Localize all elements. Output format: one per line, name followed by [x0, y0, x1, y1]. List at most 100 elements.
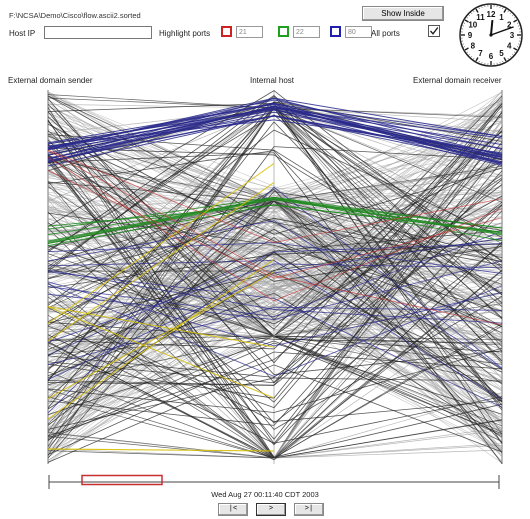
all-ports-label: All ports: [371, 29, 400, 38]
flow-line: [47, 102, 275, 112]
port-color-swatch-green[interactable]: [278, 26, 289, 37]
flow-line: [273, 228, 503, 370]
port-color-swatch-red[interactable]: [221, 26, 232, 37]
clock-number: 12: [487, 10, 496, 19]
flow-line: [273, 221, 503, 266]
flow-line: [273, 150, 503, 402]
file-path: F:\NCSA\Demo\Cisco\flow.ascii2.sorted: [9, 11, 141, 20]
flow-line: [47, 340, 275, 416]
flow-line: [273, 208, 503, 302]
axis-label-internal: Internal host: [250, 76, 295, 85]
flow-line: [273, 350, 503, 375]
flow-line: [273, 285, 503, 377]
flow-line: [47, 222, 275, 403]
flow-line: [47, 150, 275, 185]
flow-line: [273, 306, 503, 311]
host-ip-input[interactable]: [44, 26, 152, 39]
flow-line: [273, 141, 503, 408]
step-back-button[interactable]: |<: [218, 503, 248, 516]
flow-line: [273, 419, 503, 459]
port-input-1[interactable]: [236, 26, 263, 38]
clock-tick: [464, 47, 469, 51]
flow-line: [47, 149, 275, 243]
flow-line: [47, 270, 275, 312]
flow-line: [273, 274, 503, 336]
flow-line: [47, 258, 275, 420]
all-ports-checkbox[interactable]: [428, 25, 440, 37]
flow-line: [273, 240, 503, 328]
flow-line: [47, 93, 275, 187]
flow-line: [47, 209, 275, 238]
flow-line: [47, 186, 275, 414]
flow-line: [273, 320, 503, 396]
step-forward-button[interactable]: >|: [294, 503, 324, 516]
flow-line: [273, 244, 503, 424]
flow-line: [47, 111, 275, 319]
flow-line: [273, 192, 503, 202]
flow-line: [47, 107, 275, 268]
flow-line: [47, 310, 275, 337]
flow-line: [47, 283, 275, 377]
flow-line: [273, 449, 503, 459]
flow-line: [273, 186, 503, 369]
clock-number: 6: [489, 52, 494, 61]
flow-line: [273, 107, 503, 123]
clock-number: 2: [507, 21, 512, 30]
flow-line: [47, 286, 275, 318]
flow-line: [273, 99, 503, 202]
flow-line: [273, 146, 503, 160]
clock-tick: [466, 17, 469, 19]
flow-line: [47, 115, 275, 162]
flow-line: [47, 150, 275, 277]
flow-line: [273, 106, 503, 198]
flow-line: [273, 338, 503, 344]
clock-hour-hand: [490, 19, 494, 36]
flow-visualization[interactable]: [0, 86, 530, 466]
flow-line: [47, 115, 275, 167]
flow-line: [47, 200, 275, 279]
flow-line: [273, 298, 503, 408]
flow-line: [273, 126, 503, 459]
flow-line: [273, 252, 503, 399]
clock-tick: [466, 51, 469, 53]
flow-line: [47, 361, 275, 384]
flow-line: [47, 102, 275, 148]
clock-number: 1: [499, 13, 504, 22]
flow-line: [273, 177, 503, 325]
flow-line: [273, 105, 503, 164]
play-button[interactable]: >: [256, 503, 286, 516]
flow-line: [47, 252, 275, 369]
flow-line: [47, 90, 275, 227]
clock-tick: [463, 22, 466, 24]
flow-line: [47, 289, 275, 459]
show-inside-button[interactable]: Show Inside: [362, 6, 444, 21]
axis-label-receiver: External domain receiver: [413, 76, 502, 85]
port-input-3[interactable]: [345, 26, 372, 38]
flow-line: [47, 116, 275, 207]
flow-line: [273, 309, 503, 324]
timeline-slider[interactable]: [48, 472, 500, 492]
flow-line: [47, 335, 275, 429]
flow-line: [273, 150, 503, 459]
flow-line: [273, 364, 503, 453]
clock-tick: [468, 53, 470, 56]
timestamp: Wed Aug 27 00:11:40 CDT 2003: [211, 490, 319, 499]
flow-line: [273, 96, 503, 352]
flow-line: [47, 450, 275, 459]
flow-line: [273, 99, 503, 150]
flow-line: [273, 270, 503, 461]
flow-line: [47, 247, 275, 255]
flow-line: [273, 256, 503, 392]
clock-tick: [513, 17, 516, 19]
flow-line: [273, 107, 503, 207]
clock-tick: [503, 8, 507, 13]
port-color-swatch-blue[interactable]: [330, 26, 341, 37]
flow-line: [47, 271, 275, 299]
flow-line: [47, 217, 275, 280]
flow-line: [273, 121, 503, 362]
port-input-2[interactable]: [293, 26, 320, 38]
flow-line: [47, 314, 275, 459]
flow-line: [273, 115, 503, 164]
flow-line: [273, 111, 503, 459]
